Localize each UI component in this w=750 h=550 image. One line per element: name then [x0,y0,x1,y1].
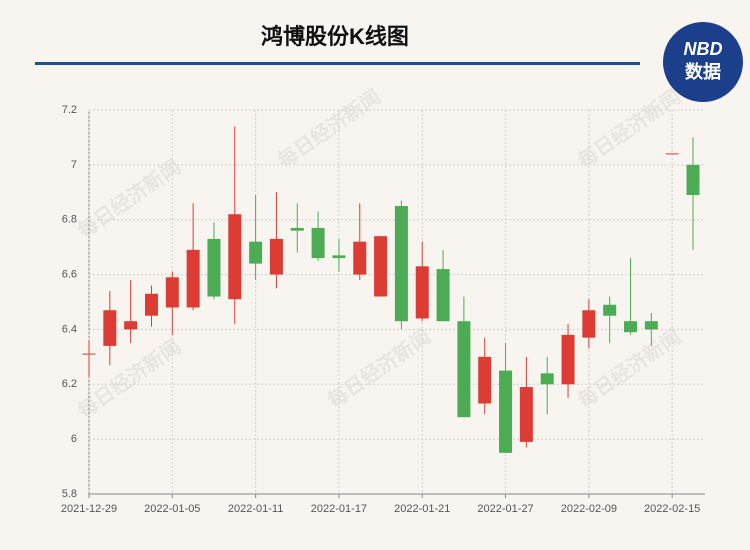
y-tick-label: 6 [71,433,77,445]
candle-body [82,353,96,355]
candle-body [207,238,221,297]
candle-body [374,236,388,297]
x-tick-label: 2022-02-15 [644,503,700,515]
y-tick-label: 6.6 [62,268,77,280]
candle-body [186,249,200,308]
plot: 5.8 6 6.2 6.4 6.6 6.8 7 7.2 2021-12-29 2022-01-05… [61,104,705,515]
title-rule [35,62,640,65]
x-tick-label: 2022-01-11 [228,503,283,515]
y-tick-label: 5.8 [62,488,77,500]
x-tick-label: 2022-02-09 [561,503,617,515]
candle-body [228,214,242,300]
candle-body [457,321,471,418]
logo-bottom: 数据 [685,61,721,82]
candle-body [665,153,679,155]
candle-body [124,321,138,330]
candle-body [540,373,554,385]
candle-body [644,321,658,330]
logo-top: NBD [684,39,723,59]
y-tick-label: 6.4 [62,323,77,335]
candle-body [499,370,513,453]
candle-body [144,293,158,316]
candle-body [394,206,408,322]
candle-body [624,321,638,333]
candle-body [311,227,325,259]
y-tick-label: 7.2 [62,104,77,116]
candle-body [478,356,492,404]
candle-body [519,387,533,442]
candle-body [686,164,700,196]
candle-body [249,241,263,264]
candle-body [290,227,304,231]
candle-body [603,304,617,316]
chart-title: 鸿博股份K线图 [261,24,409,49]
candle-body [165,277,179,308]
y-tick-label: 7 [71,159,77,171]
candle-body [415,266,429,319]
y-tick-label: 6.2 [62,378,77,390]
candle-body [436,269,450,322]
candle-body [103,310,117,346]
candle-body [582,310,596,338]
candle-body [353,241,367,275]
candle-body [561,334,575,385]
x-tick-label: 2022-01-05 [144,503,200,515]
x-tick-label: 2022-01-27 [477,503,533,515]
x-tick-label: 2022-01-21 [394,503,450,515]
logo-circle [663,22,743,102]
candle-body [332,255,346,259]
x-tick-label: 2021-12-29 [61,503,117,515]
candle-body [269,238,283,275]
x-tick-label: 2022-01-17 [311,503,367,515]
y-tick-label: 6.8 [62,214,77,226]
logo: NBD 数据 [663,22,743,102]
